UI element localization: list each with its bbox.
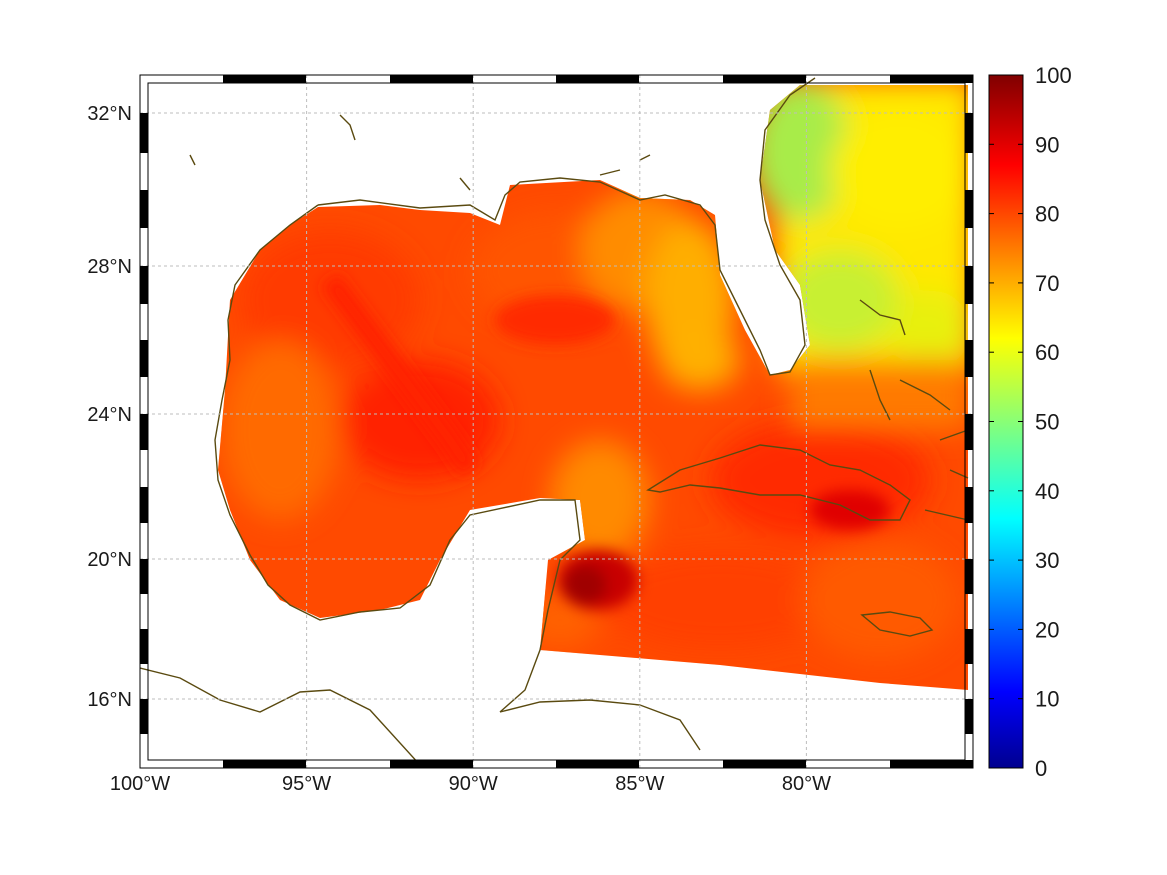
lon-label-95w: 95°W xyxy=(282,773,331,795)
lon-label-80w: 80°W xyxy=(782,773,831,795)
field-layer xyxy=(218,85,968,690)
colorbar-tick-label: 100 xyxy=(1035,63,1072,88)
colorbar-gradient xyxy=(988,74,1024,769)
graticule xyxy=(140,75,973,768)
coastline-usa-gulf-florida xyxy=(317,77,816,376)
colorbar: 0 10 20 30 40 50 60 70 80 90 100 xyxy=(988,63,1072,781)
colorbar-tick-label: 50 xyxy=(1035,410,1059,435)
colorbar-tick-label: 30 xyxy=(1035,548,1059,573)
latitude-tick-labels: 32°N 28°N 24°N 20°N 16°N xyxy=(87,103,132,711)
lat-label-32n: 32°N xyxy=(87,103,132,125)
colorbar-tick-label: 0 xyxy=(1035,756,1047,781)
coastline-inland-lakes xyxy=(189,114,651,191)
coastline-mexico-gulf xyxy=(214,204,581,713)
colorbar-tick-label: 60 xyxy=(1035,340,1059,365)
coastline-cuba xyxy=(646,444,911,521)
colorbar-tick-label: 80 xyxy=(1035,202,1059,227)
map-frame xyxy=(139,74,974,769)
colorbar-tick-label: 20 xyxy=(1035,617,1059,642)
lon-label-85w: 85°W xyxy=(615,773,664,795)
colorbar-ticks: 0 10 20 30 40 50 60 70 80 90 100 xyxy=(989,63,1072,781)
lat-label-28n: 28°N xyxy=(87,256,132,278)
lon-label-90w: 90°W xyxy=(449,773,498,795)
coastline-bahamas xyxy=(859,299,951,421)
lon-label-100w: 100°W xyxy=(110,773,170,795)
coastline-central-america-pacific xyxy=(140,667,421,766)
lat-label-16n: 16°N xyxy=(87,689,132,711)
colorbar-tick-label: 90 xyxy=(1035,132,1059,157)
coastline-honduras xyxy=(499,699,701,751)
longitude-tick-labels: 100°W 95°W 90°W 85°W 80°W xyxy=(110,773,831,795)
lat-label-20n: 20°N xyxy=(87,549,132,571)
coastlines xyxy=(140,77,969,766)
colorbar-tick-label: 10 xyxy=(1035,687,1059,712)
lat-label-24n: 24°N xyxy=(87,404,132,426)
colorbar-tick-label: 70 xyxy=(1035,271,1059,296)
colorbar-tick-label: 40 xyxy=(1035,479,1059,504)
coastline-jamaica xyxy=(860,611,934,637)
